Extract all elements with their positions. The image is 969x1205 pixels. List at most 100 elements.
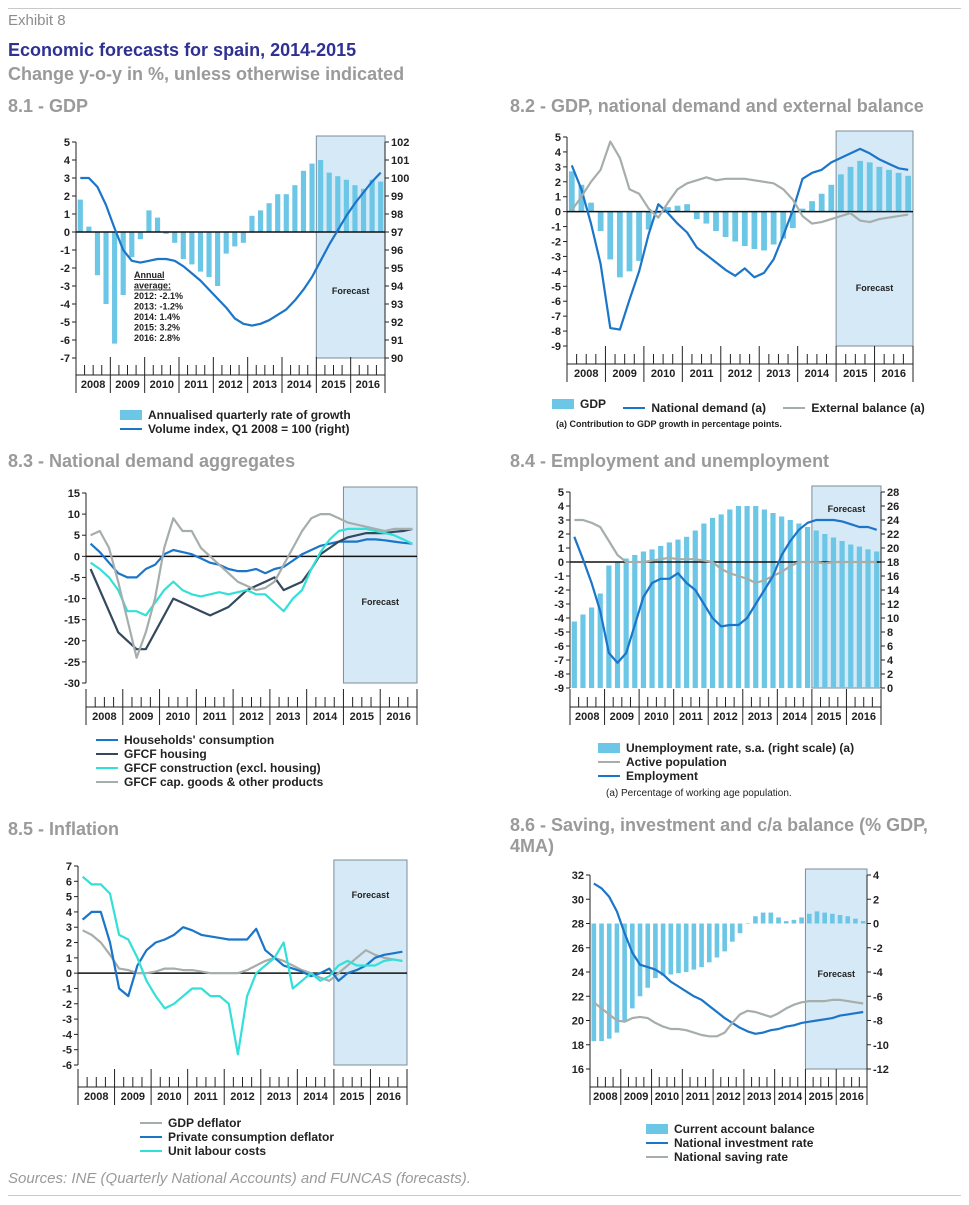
bar [197,232,204,272]
legend-label: External balance (a) [811,401,925,415]
y-tick-label: 0 [66,968,72,980]
series-line [570,140,909,225]
x-year-label: 2011 [194,1091,218,1103]
bar [665,207,671,212]
bar [791,919,797,924]
y-tick-label: 0 [555,207,561,219]
bar [727,509,733,688]
y2-tick-label: 0 [887,683,893,695]
y-tick-label: 16 [572,1064,584,1076]
forecast-shade [315,135,386,359]
bar [818,193,825,212]
y-tick-label: 5 [555,132,561,144]
x-year-label: 2009 [115,379,139,391]
x-year-label: 2016 [386,711,410,723]
x-year-label: 2009 [129,711,153,723]
y-tick-label: 18 [572,1040,584,1052]
page-title: Economic forecasts for spain, 2014-2015 [8,40,357,60]
y-tick-label: -2 [62,999,72,1011]
x-year-label: 2010 [150,379,174,391]
bar [94,232,101,276]
legend-item: National investment rate [646,1136,815,1150]
chart-8-3: 15 10 5 0 -5 -10 -15 -20 -25 -30 2008 2009 2010 2011 2… [64,486,418,725]
y-tick-label: -5 [554,627,564,639]
legend-item: Unemployment rate, s.a. (right scale) (a… [598,741,854,755]
bar [266,203,272,232]
bar [180,232,186,259]
legend-8-5: GDP deflator Private consumption deflato… [140,1116,334,1158]
bar [895,172,902,212]
bar [636,211,642,261]
y2-tick-label: 6 [887,641,893,653]
annotation-line: average: [134,281,171,291]
y-tick-label: 20 [572,1016,584,1028]
forecast-label: Forecast [332,286,370,296]
y-tick-label: -2 [60,263,70,275]
bar [799,917,804,924]
x-year-label: 2013 [267,1091,291,1103]
x-year-label: 2014 [313,711,338,723]
y-tick-label: -4 [62,1029,73,1041]
y-tick-label: -7 [551,311,561,323]
legend-label: Employment [626,769,699,783]
series-line [573,518,878,664]
y2-tick-label: 2 [887,669,893,681]
x-year-label: 2008 [81,379,105,391]
x-year-label: 2012 [716,1091,740,1103]
y-tick-label: -3 [554,599,564,611]
x-year-label: 2008 [593,1091,617,1103]
bar [645,923,651,988]
bar [653,923,658,979]
x-year-label: 2014 [287,379,312,391]
legend-swatch-line [96,739,118,741]
y2-tick-label: 28 [887,487,899,499]
legend-swatch-line [96,753,118,755]
legend-item: Employment [598,769,854,783]
x-year-label: 2013 [747,1091,771,1103]
top-rule [8,8,961,9]
y-tick-label: 5 [558,487,564,499]
legend-item: Active population [598,755,854,769]
x-year-label: 2015 [843,368,867,380]
legend-swatch-bar [120,410,142,420]
x-year-label: 2015 [350,711,374,723]
legend-8-3: Households' consumption GFCF housing GFC… [96,733,323,789]
y-tick-label: -10 [64,594,80,606]
chart-8-1: 5 4 3 2 1 0 -1 -2 -3 -4 -5 -6 -7 102 101 100 99 98 97 96 95 9… [60,135,409,393]
annotation-line: 2016: 2.8% [134,333,180,343]
bar [597,593,603,688]
bar [779,516,785,688]
y2-tick-label: -10 [873,1040,889,1052]
forecast-shade [804,868,868,1070]
legend-label: GFCF housing [124,747,207,761]
x-year-label: 2011 [686,1091,710,1103]
legend-swatch-line [646,1156,668,1158]
bar [568,171,575,212]
bar [137,232,143,240]
annotation-line: 2014: 1.4% [134,312,180,322]
x-year-label: 2013 [748,711,772,723]
x-year-label: 2013 [766,368,790,380]
legend-label: Private consumption deflator [168,1130,335,1144]
y-tick-label: 15 [68,488,80,500]
bar [86,226,92,232]
bar [730,923,735,942]
y-tick-label: 1 [558,543,564,555]
legend-label: National demand (a) [651,401,767,415]
bar [606,923,612,1039]
bar [822,534,828,688]
page-subtitle: Change y-o-y in %, unless otherwise indi… [8,64,405,84]
bar [683,923,689,972]
y-tick-label: -5 [60,317,70,329]
legend-label: Volume index, Q1 2008 = 100 (right) [148,422,350,436]
y-tick-label: 28 [572,919,584,931]
x-year-label: 2013 [253,379,277,391]
y-tick-label: 24 [572,967,585,979]
bar [714,923,720,958]
y-tick-label: -7 [60,353,70,365]
y-tick-label: -5 [70,572,80,584]
series-line [570,147,909,331]
y-tick-label: 22 [572,991,584,1003]
y2-tick-label: -2 [873,943,883,955]
y2-tick-label: 14 [887,585,900,597]
